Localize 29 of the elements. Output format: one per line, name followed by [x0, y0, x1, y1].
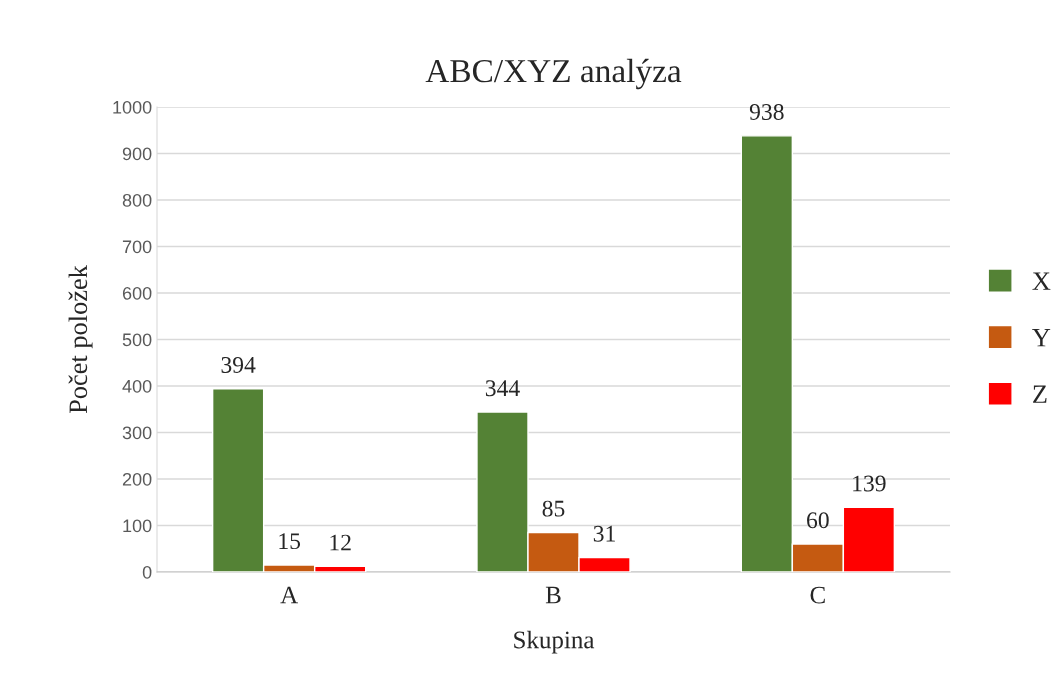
legend-label: Z: [1033, 385, 1047, 403]
data-label: 394: [221, 357, 256, 373]
data-label: 60: [807, 512, 829, 529]
data-label: 31: [593, 525, 615, 542]
data-label: 139: [853, 475, 886, 492]
data-label: 938: [749, 103, 784, 120]
x-tick-label: C: [810, 586, 825, 604]
y-tick-label: 600: [122, 286, 152, 300]
y-tick-label: 300: [122, 426, 152, 440]
y-tick-label: 100: [123, 519, 152, 533]
y-axis-title: Počet položek: [68, 265, 93, 414]
y-tick-label: 500: [122, 333, 152, 347]
y-tick-label: 400: [122, 379, 152, 393]
legend-label: X: [1032, 272, 1051, 290]
y-tick-label: 800: [122, 193, 152, 207]
data-label: 85: [542, 500, 565, 517]
legend-label: Y: [1032, 329, 1051, 347]
data-label: 344: [485, 380, 520, 397]
data-label: 12: [330, 534, 351, 551]
chart-title: ABC/XYZ analýza: [425, 58, 682, 90]
y-tick-label: 200: [122, 472, 152, 486]
x-axis-title: Skupina: [514, 630, 595, 654]
y-tick-label: 900: [122, 147, 152, 161]
x-tick-label: B: [545, 586, 561, 604]
y-tick-label: 0: [142, 565, 152, 579]
x-tick-label: A: [280, 586, 299, 604]
y-tick-label: 700: [122, 240, 152, 254]
y-tick-label: 1000: [113, 100, 152, 114]
data-label: 15: [279, 533, 301, 550]
